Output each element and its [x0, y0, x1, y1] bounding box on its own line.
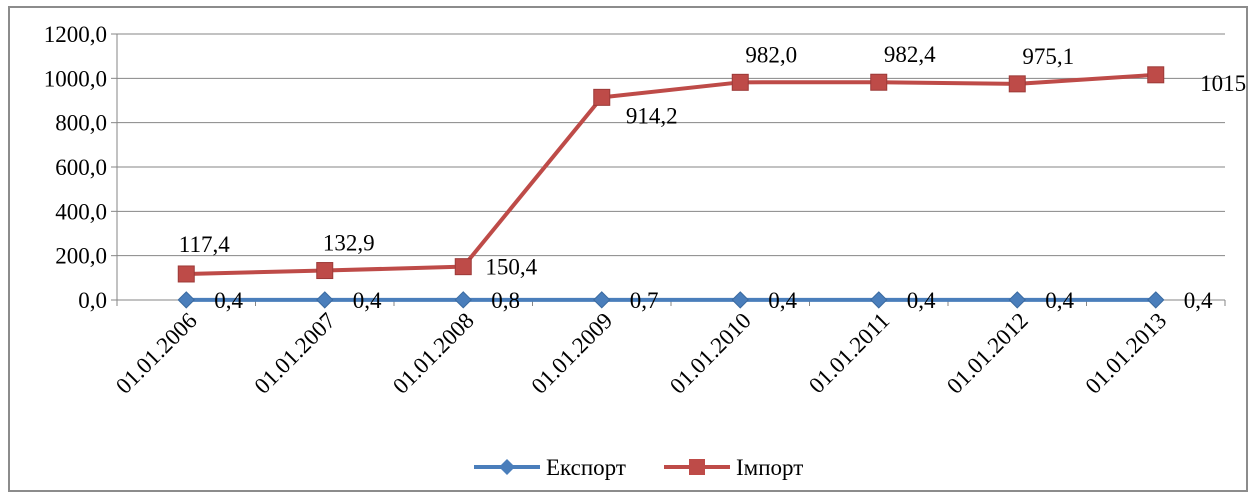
import-data-label: 117,4 [179, 232, 230, 257]
import-point [731, 73, 749, 91]
legend-marker-export [499, 459, 515, 475]
import-point [177, 265, 195, 283]
x-tick-label: 01.01.2012 [942, 308, 1033, 399]
series-layer [177, 66, 1165, 309]
x-tick-label: 01.01.2013 [1080, 308, 1171, 399]
export-point [316, 291, 334, 309]
export-data-label: 0,4 [907, 288, 936, 313]
chart-frame: 0,0 200,0 400,0 600,0 800,0 1000,0 1200,0 01.0… [8, 6, 1248, 492]
import-point [1147, 66, 1165, 84]
y-tick-label: 800,0 [55, 111, 107, 136]
export-data-label: 0,7 [630, 288, 659, 313]
import-data-label: 150,4 [485, 255, 537, 280]
data-labels: 0,4 0,4 0,8 0,7 0,4 0,4 0,4 0,4 117,4 132,9 150,4 9… [179, 42, 1246, 313]
export-point [177, 291, 195, 309]
export-data-label: 0,4 [768, 288, 797, 313]
line-chart: 0,0 200,0 400,0 600,0 800,0 1000,0 1200,0 01.0… [44, 22, 1246, 480]
import-data-label: 914,2 [626, 103, 678, 128]
x-tick-label: 01.01.2011 [804, 308, 894, 398]
x-tick-label: 01.01.2009 [526, 308, 617, 399]
y-tick-label: 1200,0 [44, 22, 107, 47]
import-data-label: 982,0 [745, 42, 797, 67]
x-tick-label: 01.01.2007 [249, 308, 340, 399]
export-data-label: 0,4 [214, 288, 243, 313]
export-point [870, 291, 888, 309]
import-data-label: 132,9 [323, 231, 375, 256]
series-line-import [186, 72, 1156, 276]
export-point [454, 291, 472, 309]
y-axis-ticks: 0,0 200,0 400,0 600,0 800,0 1000,0 1200,0 [44, 22, 117, 313]
x-tick-label: 01.01.2008 [388, 308, 479, 399]
export-data-label: 0,8 [491, 288, 520, 313]
export-data-label: 0,4 [1184, 288, 1213, 313]
legend-marker-import [689, 459, 705, 475]
y-tick-label: 400,0 [55, 199, 107, 224]
import-point [316, 262, 334, 280]
y-tick-label: 600,0 [55, 155, 107, 180]
legend: Експорт Імпорт [474, 455, 803, 480]
import-point [1008, 75, 1026, 93]
x-tick-label: 01.01.2006 [111, 308, 202, 399]
import-point [454, 258, 472, 276]
import-data-label: 975,1 [1022, 44, 1074, 69]
import-point [870, 73, 888, 91]
export-data-label: 0,4 [1045, 288, 1074, 313]
export-point [731, 291, 749, 309]
export-point [1147, 291, 1165, 309]
legend-label-import: Імпорт [736, 455, 803, 480]
legend-label-export: Експорт [546, 455, 626, 480]
y-tick-label: 200,0 [55, 244, 107, 269]
y-tick-label: 1000,0 [44, 66, 107, 91]
gridlines [117, 33, 1225, 257]
y-tick-label: 0,0 [78, 288, 107, 313]
x-axis-ticks: 01.01.2006 01.01.2007 01.01.2008 01.01.2009… [111, 308, 1171, 399]
x-axis [116, 34, 1226, 306]
import-point [593, 88, 611, 106]
export-data-label: 0,4 [353, 288, 382, 313]
import-data-label: 1015,9 [1200, 71, 1246, 96]
export-point [1008, 291, 1026, 309]
x-tick-label: 01.01.2010 [665, 308, 756, 399]
import-data-label: 982,4 [884, 42, 936, 67]
export-point [593, 291, 611, 309]
